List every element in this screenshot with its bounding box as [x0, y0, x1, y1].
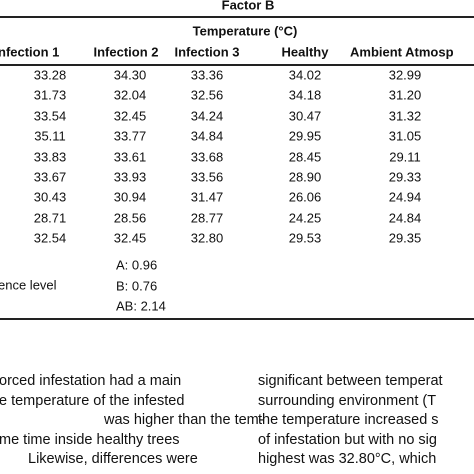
cell: 33.68 — [190, 149, 224, 165]
cell: 29.11 — [389, 149, 421, 165]
cell: 30.47 — [288, 108, 322, 124]
cell: 33.28 — [33, 67, 67, 83]
cell: 34.30 — [113, 67, 147, 83]
cell: 33.61 — [113, 149, 147, 165]
cell: 34.24 — [190, 108, 224, 124]
cell: 31.73 — [33, 87, 67, 103]
cell: 31.05 — [388, 128, 422, 144]
group-title: Factor B — [221, 0, 275, 13]
paragraph-line: e temperature of the infested — [0, 392, 185, 409]
cell: 26.06 — [288, 189, 322, 205]
cell: 35.11 — [34, 128, 66, 144]
cell: 30.43 — [33, 189, 67, 205]
cell: 29.95 — [288, 128, 322, 144]
cell: 32.45 — [113, 108, 147, 124]
cell: 24.25 — [288, 210, 322, 226]
cell: 34.02 — [288, 67, 322, 83]
paragraph-line: me time inside healthy trees — [0, 431, 180, 448]
cell: 32.45 — [113, 230, 147, 246]
cell: 33.56 — [190, 169, 224, 185]
cell: 31.47 — [190, 189, 224, 205]
cell: 32.99 — [388, 67, 422, 83]
cell: 31.32 — [388, 108, 422, 124]
column-header: nfection 1 — [0, 44, 60, 60]
paragraph-line: significant between temperat — [258, 372, 443, 389]
paragraph-line: surrounding environment (T — [258, 392, 437, 409]
lsd-value: A: 0.96 — [116, 257, 158, 273]
cell: 29.53 — [288, 230, 322, 246]
paragraph-line: orced infestation had a main — [0, 372, 182, 389]
cell: 32.80 — [190, 230, 224, 246]
paragraph-line: of infestation but with no sig — [258, 431, 437, 448]
cell: 33.36 — [190, 67, 224, 83]
cell: 33.93 — [113, 169, 147, 185]
cell: 28.90 — [288, 169, 322, 185]
cell: 31.20 — [388, 87, 422, 103]
subheader: Temperature (°C) — [192, 23, 298, 39]
cell: 34.18 — [288, 87, 322, 103]
rule — [0, 318, 474, 320]
cell: 32.04 — [113, 87, 147, 103]
lsd-value: B: 0.76 — [116, 278, 158, 293]
column-header: Healthy — [281, 44, 329, 60]
cell: 30.94 — [113, 189, 147, 205]
column-header: Infection 3 — [174, 44, 240, 60]
cell: 24.84 — [388, 210, 422, 226]
cell: 29.35 — [388, 230, 422, 246]
cell: 34.84 — [190, 128, 224, 144]
cell: 33.67 — [33, 169, 67, 185]
paragraph-line: Likewise, differences were — [28, 450, 198, 467]
paragraph-line: was higher than the tem- — [104, 411, 264, 428]
cell: 33.77 — [113, 128, 147, 144]
cell: 32.56 — [190, 87, 224, 103]
cell: 28.71 — [33, 210, 67, 226]
cell: 33.54 — [33, 108, 67, 124]
cell: 29.33 — [388, 169, 422, 185]
cell: 28.56 — [113, 210, 147, 226]
rule — [0, 64, 474, 66]
rule — [0, 16, 474, 18]
lsd-label: ence level — [0, 277, 57, 293]
cell: 28.45 — [288, 149, 322, 165]
column-header: Infection 2 — [93, 44, 159, 60]
cell: 33.83 — [33, 149, 67, 165]
lsd-value: AB: 2.14 — [116, 298, 166, 314]
cell: 24.94 — [388, 189, 422, 205]
paragraph-line: the temperature increased s — [258, 411, 439, 428]
paragraph-line: highest was 32.80°C, which — [258, 450, 437, 467]
cell: 32.54 — [33, 230, 67, 246]
cell: 28.77 — [190, 210, 224, 226]
column-header: Ambient Atmosp — [350, 44, 454, 60]
